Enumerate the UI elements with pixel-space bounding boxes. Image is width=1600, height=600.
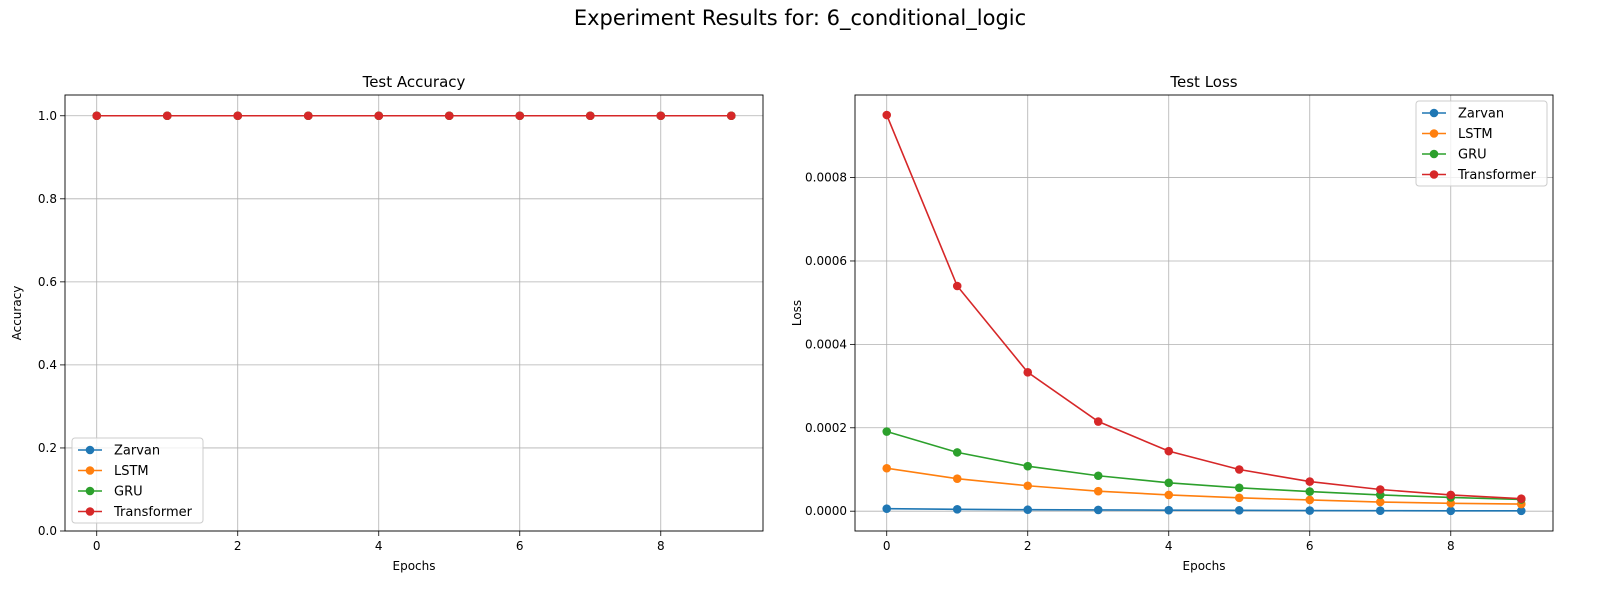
data-point-zarvan bbox=[1375, 506, 1385, 515]
y-tick-label: 0.6 bbox=[38, 275, 57, 289]
x-tick-label: 2 bbox=[234, 539, 242, 553]
data-point-transformer bbox=[1023, 368, 1033, 377]
data-point-lstm bbox=[1164, 490, 1174, 500]
data-point-zarvan bbox=[1305, 506, 1315, 515]
y-tick-label: 0.0008 bbox=[805, 171, 847, 185]
data-point-zarvan bbox=[882, 504, 892, 513]
legend-label-transformer: Transformer bbox=[1457, 168, 1537, 183]
y-tick-label: 0.0006 bbox=[805, 254, 847, 268]
legend-label-gru: GRU bbox=[114, 485, 143, 500]
y-axis-label: Loss bbox=[790, 300, 804, 326]
data-point-lstm bbox=[1305, 495, 1315, 505]
chart-title: Test Loss bbox=[1169, 73, 1237, 91]
y-tick-label: 0.8 bbox=[38, 192, 57, 206]
y-tick-label: 0.0002 bbox=[805, 421, 847, 435]
data-point-zarvan bbox=[1446, 506, 1456, 516]
x-axis-label: Epochs bbox=[393, 559, 436, 573]
data-point-zarvan bbox=[1023, 505, 1033, 515]
data-point-gru bbox=[1023, 461, 1033, 471]
legend-label-zarvan: Zarvan bbox=[1458, 107, 1504, 122]
legend-marker-lstm bbox=[85, 466, 95, 475]
data-point-gru bbox=[1234, 483, 1244, 493]
x-tick-label: 8 bbox=[657, 539, 665, 553]
data-point-transformer bbox=[303, 111, 313, 121]
data-point-lstm bbox=[1023, 481, 1033, 491]
legend-label-lstm: LSTM bbox=[1458, 127, 1493, 142]
x-tick-label: 0 bbox=[93, 539, 101, 553]
data-point-gru bbox=[952, 448, 962, 457]
y-tick-label: 0.0000 bbox=[805, 504, 847, 518]
data-point-transformer bbox=[444, 111, 454, 121]
legend-marker-gru bbox=[1429, 149, 1439, 159]
y-tick-label: 1.0 bbox=[38, 109, 57, 123]
data-point-transformer bbox=[92, 111, 102, 121]
data-point-transformer bbox=[1164, 446, 1174, 456]
data-point-zarvan bbox=[1093, 505, 1103, 515]
y-tick-label: 0.4 bbox=[38, 358, 57, 372]
legend-marker-transformer bbox=[85, 507, 95, 516]
legend-box bbox=[1415, 100, 1548, 187]
data-point-transformer bbox=[1305, 477, 1315, 486]
x-tick-label: 4 bbox=[1165, 539, 1173, 553]
legend-marker-lstm bbox=[1429, 129, 1439, 138]
legend-box bbox=[71, 437, 204, 524]
x-tick-label: 0 bbox=[883, 539, 891, 553]
data-point-transformer bbox=[1446, 490, 1456, 500]
data-point-zarvan bbox=[1234, 506, 1244, 515]
data-point-zarvan bbox=[1516, 506, 1526, 516]
data-point-zarvan bbox=[952, 505, 962, 514]
data-point-transformer bbox=[726, 111, 736, 121]
figure-title: Experiment Results for: 6_conditional_lo… bbox=[573, 6, 1027, 30]
legend-label-transformer: Transformer bbox=[113, 505, 193, 520]
x-tick-label: 6 bbox=[1306, 539, 1314, 553]
axes-frame bbox=[64, 94, 764, 532]
legend-label-zarvan: Zarvan bbox=[114, 444, 160, 459]
data-point-gru bbox=[1164, 478, 1174, 488]
legend-label-gru: GRU bbox=[1458, 148, 1487, 163]
data-point-transformer bbox=[656, 111, 666, 121]
data-point-transformer bbox=[233, 111, 243, 121]
data-point-lstm bbox=[952, 474, 962, 483]
data-point-gru bbox=[882, 427, 892, 436]
x-tick-label: 8 bbox=[1447, 539, 1455, 553]
data-point-gru bbox=[1093, 471, 1103, 481]
legend-label-lstm: LSTM bbox=[114, 464, 149, 479]
chart-title: Test Accuracy bbox=[362, 73, 466, 91]
data-point-transformer bbox=[1093, 417, 1103, 426]
x-tick-label: 2 bbox=[1024, 539, 1032, 553]
x-tick-label: 4 bbox=[375, 539, 383, 553]
data-point-transformer bbox=[585, 111, 595, 121]
data-point-lstm bbox=[882, 463, 892, 473]
data-point-transformer bbox=[1234, 465, 1244, 474]
data-point-zarvan bbox=[1164, 505, 1174, 515]
data-point-transformer bbox=[1375, 485, 1385, 494]
x-tick-label: 6 bbox=[516, 539, 524, 553]
axes-frame bbox=[854, 94, 1554, 532]
data-point-transformer bbox=[374, 111, 384, 121]
y-tick-label: 0.0 bbox=[38, 524, 57, 538]
legend-marker-transformer bbox=[1429, 170, 1439, 179]
y-tick-label: 0.0004 bbox=[805, 337, 847, 351]
legend-marker-gru bbox=[85, 486, 95, 496]
data-point-gru bbox=[1305, 487, 1315, 496]
series-line-zarvan bbox=[886, 507, 1522, 512]
legend-marker-zarvan bbox=[85, 445, 95, 455]
x-axis-label: Epochs bbox=[1183, 559, 1226, 573]
series-line-transformer bbox=[885, 114, 1522, 500]
data-point-lstm bbox=[1093, 486, 1103, 496]
data-point-transformer bbox=[952, 281, 962, 291]
data-point-transformer bbox=[162, 111, 172, 121]
data-point-transformer bbox=[1516, 494, 1526, 503]
data-point-transformer bbox=[882, 110, 892, 120]
series-line-gru bbox=[886, 430, 1522, 501]
data-point-lstm bbox=[1375, 497, 1385, 507]
legend-marker-zarvan bbox=[1429, 108, 1439, 118]
series-line-lstm bbox=[886, 467, 1522, 505]
data-point-transformer bbox=[515, 111, 525, 121]
data-point-lstm bbox=[1234, 493, 1244, 503]
y-axis-label: Accuracy bbox=[10, 286, 24, 341]
y-tick-label: 0.2 bbox=[38, 441, 57, 455]
